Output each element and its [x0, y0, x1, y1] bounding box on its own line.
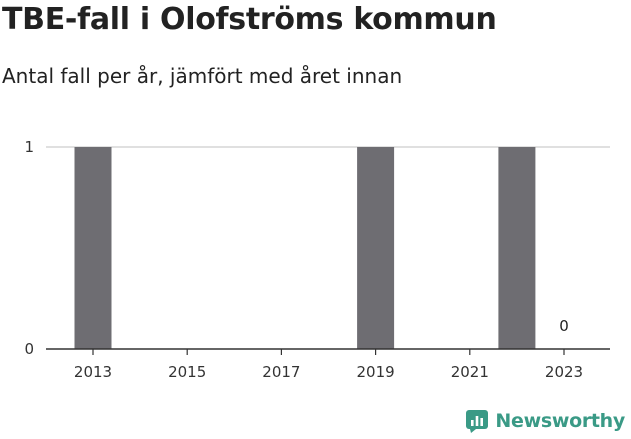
x-tick-label: 2015 [168, 363, 206, 381]
data-label-2023: 0 [559, 317, 569, 335]
bar-chart: 0 1 2013 2015 2017 2019 2021 2023 0 [24, 138, 610, 381]
newsworthy-logo-icon [466, 410, 489, 433]
x-tick-label: 2017 [262, 363, 300, 381]
brand-name: Newsworthy [495, 410, 625, 432]
y-tick-label: 1 [24, 138, 34, 156]
chart-subtitle: Antal fall per år, jämfört med året inna… [2, 64, 403, 88]
x-tick-label: 2023 [545, 363, 583, 381]
brand-logo: Newsworthy [465, 409, 625, 433]
chart-title: TBE-fall i Olofströms kommun [2, 2, 497, 37]
bar-2013 [74, 147, 112, 349]
bar-2022 [498, 147, 536, 349]
x-tick-label: 2019 [357, 363, 395, 381]
bar-2019 [357, 147, 395, 349]
x-tick-label: 2021 [451, 363, 489, 381]
y-tick-label: 0 [24, 340, 34, 358]
x-tick-label: 2013 [74, 363, 112, 381]
